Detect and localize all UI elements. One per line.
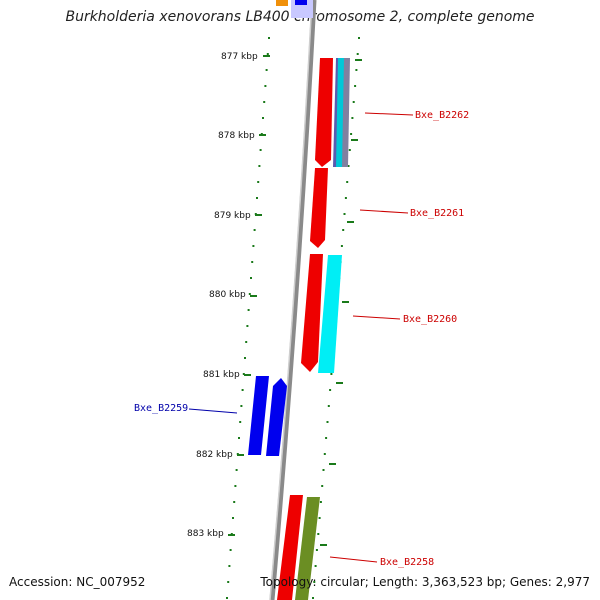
tick-label: 878 kbp <box>218 131 255 141</box>
gene-labels: Bxe_B2262 Bxe_B2261 Bxe_B2260 Bxe_B2259 … <box>134 110 469 568</box>
scale-ticks-right <box>320 59 362 546</box>
gene-label-bxe-b2262[interactable]: Bxe_B2262 <box>415 110 469 121</box>
scale-dots <box>226 37 360 599</box>
tick-label: 883 kbp <box>187 529 224 539</box>
gene-bxe-b2259-cds-b[interactable] <box>266 378 287 456</box>
tick-label: 882 kbp <box>196 450 233 460</box>
genome-summary-text: Topology: circular; Length: 3,363,523 bp… <box>260 575 590 589</box>
feature-top-blue[interactable] <box>295 0 307 5</box>
leader-line <box>188 408 238 414</box>
chromosome-backbone-highlight <box>269 0 313 600</box>
gene-bxe-b2260-cds[interactable] <box>301 254 323 372</box>
tick-label: 877 kbp <box>221 52 258 62</box>
gene-bxe-b2259-cds-a[interactable] <box>248 376 269 455</box>
leader-line <box>359 209 409 214</box>
gene-bxe-b2262-strip-gray <box>342 58 350 167</box>
leader-line <box>329 556 378 563</box>
leader-line <box>352 315 401 320</box>
gene-label-bxe-b2259[interactable]: Bxe_B2259 <box>134 403 188 414</box>
leader-line <box>364 112 414 116</box>
tick-label: 881 kbp <box>203 370 240 380</box>
gene-label-bxe-b2260[interactable]: Bxe_B2260 <box>403 314 457 325</box>
gene-bxe-b2262-cds[interactable] <box>315 58 333 167</box>
gene-bxe-b2260-cyan[interactable] <box>318 255 342 373</box>
gene-bxe-b2258-cds[interactable] <box>277 495 303 600</box>
feature-top-orange[interactable] <box>276 0 288 6</box>
tick-label: 880 kbp <box>209 290 246 300</box>
gene-bxe-b2261-cds[interactable] <box>310 168 328 248</box>
gene-label-bxe-b2258[interactable]: Bxe_B2258 <box>380 557 434 568</box>
scale-ticks: 877 kbp 878 kbp 879 kbp 880 kbp 881 kbp … <box>187 52 270 539</box>
tick-label: 879 kbp <box>214 211 251 221</box>
accession-text: Accession: NC_007952 <box>9 575 146 589</box>
gene-label-bxe-b2261[interactable]: Bxe_B2261 <box>410 208 464 219</box>
gene-bxe-b2258-olive[interactable] <box>295 497 320 600</box>
chromosome-backbone <box>269 0 317 600</box>
